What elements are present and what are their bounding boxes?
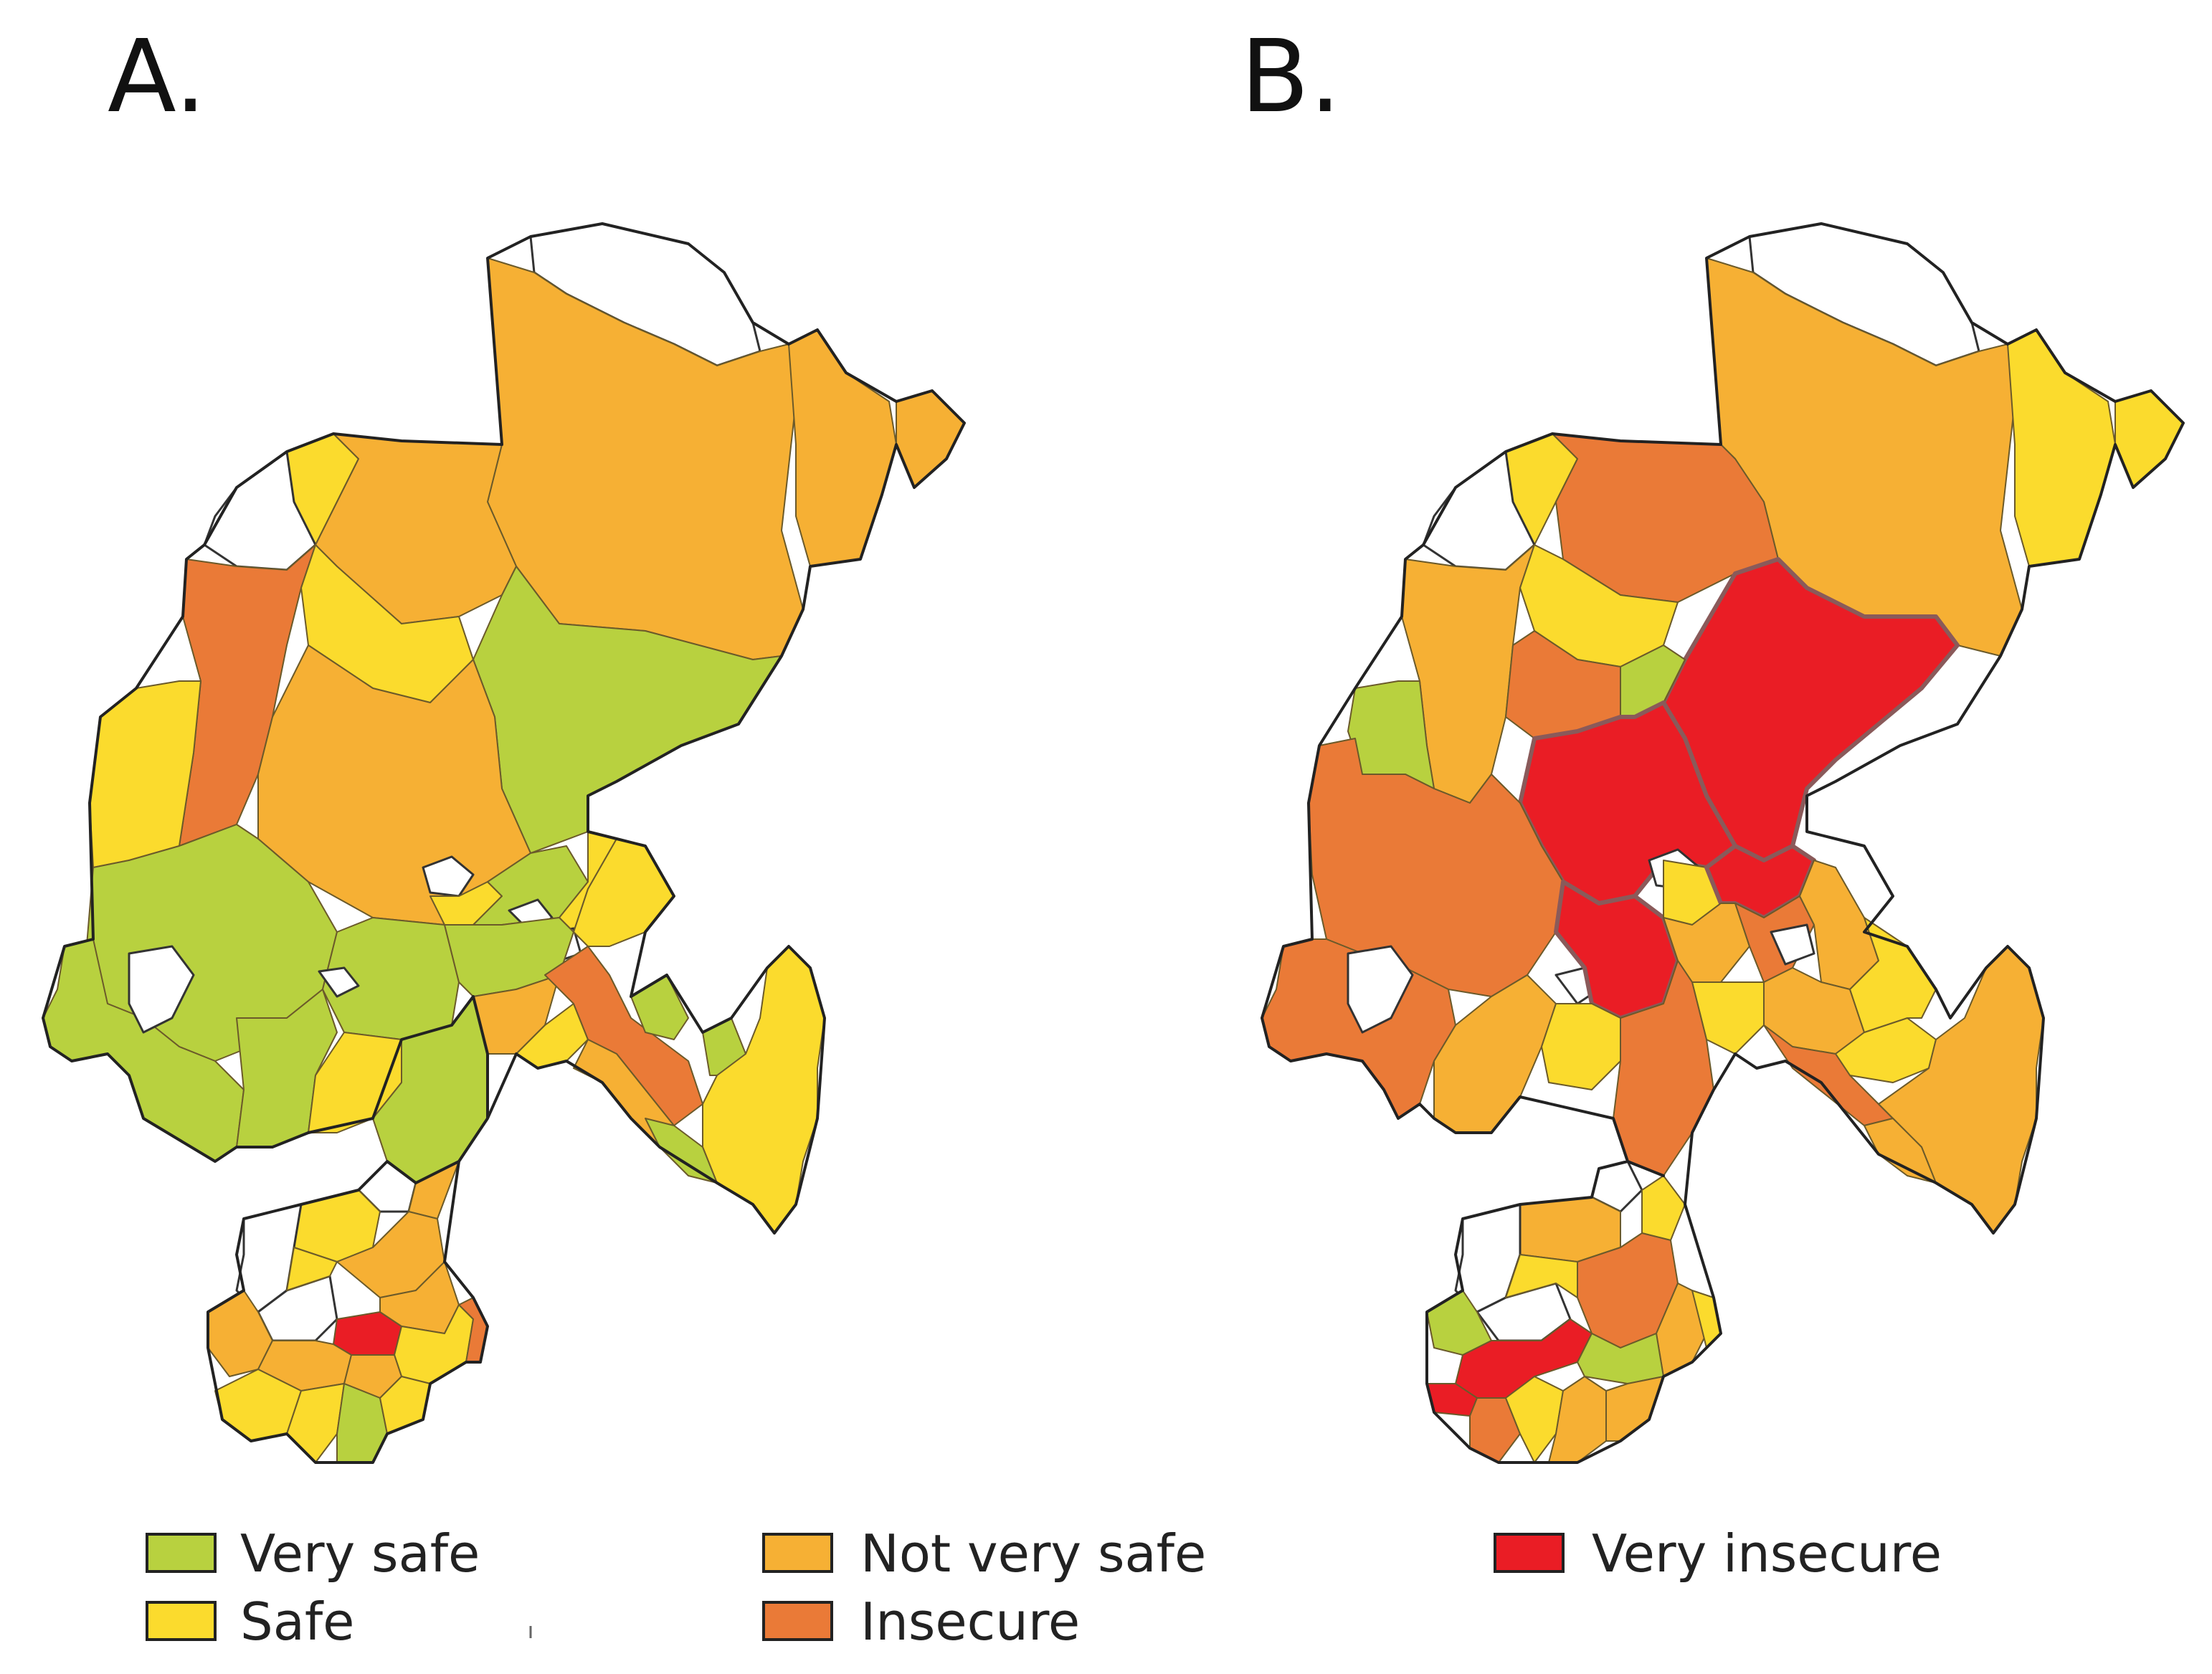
legend-label-not-very-safe: Not very safe bbox=[860, 1523, 1206, 1584]
legend-swatch-very-insecure bbox=[1494, 1533, 1565, 1573]
legend-label-very-safe: Very safe bbox=[240, 1523, 480, 1584]
legend-item-not-very-safe: Not very safe bbox=[762, 1523, 1206, 1584]
map-a-outline bbox=[42, 222, 966, 1464]
legend-item-safe: Safe bbox=[146, 1592, 354, 1652]
legend-label-insecure: Insecure bbox=[860, 1592, 1080, 1652]
map-a-region-small-nodata-2 bbox=[422, 855, 475, 898]
map-b-region-south-safe-1 bbox=[1641, 1175, 1686, 1241]
map-b-region-south-safe bbox=[1541, 1003, 1621, 1090]
map-a-region-small-nodata-1 bbox=[318, 966, 360, 998]
legend-swatch-insecure bbox=[762, 1601, 833, 1641]
legend-swatch-very-safe bbox=[146, 1533, 217, 1573]
legend: Very safe Safe Not very safe Insecure Ve… bbox=[146, 1523, 1942, 1652]
map-panel-b bbox=[1261, 222, 2185, 1464]
legend-swatch-safe bbox=[146, 1601, 217, 1641]
legend-swatch-not-very-safe bbox=[762, 1533, 833, 1573]
map-a-region-coast-inlet bbox=[128, 945, 195, 1034]
map-b-region-south-safe-2 bbox=[1505, 1254, 1578, 1298]
legend-item-very-insecure: Very insecure bbox=[1494, 1523, 1942, 1584]
legend-item-insecure: Insecure bbox=[762, 1592, 1080, 1652]
map-a-region-south-safe-2 bbox=[286, 1247, 338, 1291]
panel-label-a: A. bbox=[108, 19, 207, 135]
map-a-region-far-east-yellow bbox=[702, 946, 825, 1234]
map-b-region-small-nodata-3 bbox=[1770, 923, 1815, 966]
map-b-region-coast-inlet bbox=[1347, 945, 1414, 1034]
map-b-region-southwest-orange bbox=[1433, 974, 1557, 1133]
map-b-outline bbox=[1261, 222, 2185, 1464]
map-panel-a bbox=[42, 222, 966, 1464]
legend-label-very-insecure: Very insecure bbox=[1592, 1523, 1942, 1584]
legend-label-safe: Safe bbox=[240, 1592, 354, 1652]
panel-label-b: B. bbox=[1240, 19, 1342, 135]
legend-item-very-safe: Very safe bbox=[146, 1523, 480, 1584]
